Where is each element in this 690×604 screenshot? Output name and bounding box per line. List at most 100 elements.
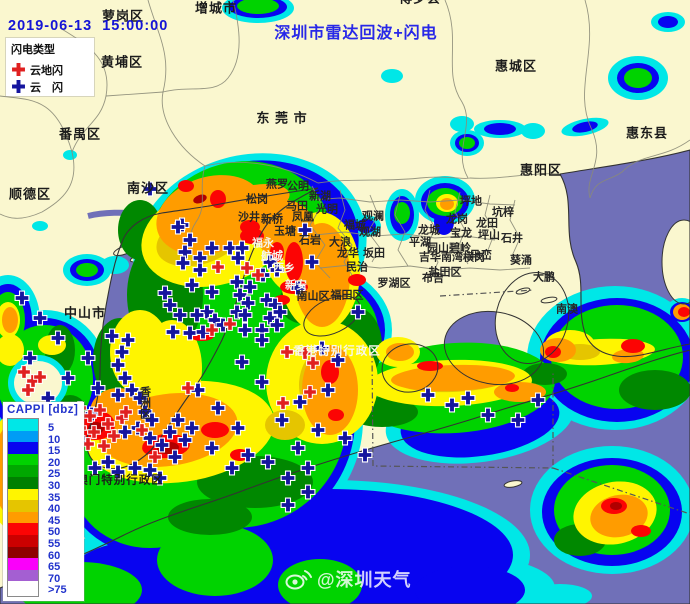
- map-label: 吉华: [419, 251, 441, 264]
- scale-value: 35: [48, 491, 61, 504]
- ic-lightning-marker: [110, 387, 126, 403]
- ic-lightning-marker: [142, 462, 158, 478]
- scale-swatch: [8, 476, 38, 489]
- cg-lightning-marker: [119, 405, 133, 419]
- scale-swatch: [8, 546, 38, 559]
- page-title: 深圳市雷达回波+闪电: [274, 25, 438, 42]
- ic-lightning-marker: [480, 407, 496, 423]
- ic-lightning-marker: [182, 232, 198, 248]
- map-label: 凤凰: [292, 211, 314, 224]
- map-label: 坑梓: [492, 206, 514, 219]
- ic-lightning-marker: [290, 440, 306, 456]
- ic-lightning-marker: [172, 307, 188, 323]
- radar-echo: [201, 422, 229, 438]
- ic-lightning-marker: [162, 424, 178, 440]
- radar-echo: [294, 223, 350, 327]
- cg-lightning-marker: [107, 429, 121, 443]
- ic-lightning-marker: [297, 222, 313, 238]
- district-boundary: [337, 189, 353, 276]
- map-label: 香洲区: [138, 386, 151, 419]
- radar-echo: [484, 123, 516, 135]
- map-label: 沙井: [238, 211, 260, 224]
- ic-lightning-marker: [242, 279, 258, 295]
- district-boundary: [162, 0, 240, 93]
- ic-lightning-marker: [117, 424, 133, 440]
- scale-swatch: [8, 500, 38, 512]
- coastline: [381, 343, 439, 393]
- scale-value: 20: [48, 456, 61, 469]
- map-label: 惠城区: [494, 58, 538, 74]
- map-label: 龙田: [476, 217, 498, 230]
- map-label: 罗湖区: [377, 277, 411, 290]
- map-label: 惠阳区: [519, 162, 563, 178]
- coastline: [443, 310, 545, 386]
- district-boundary: [204, 161, 319, 184]
- ic-lightning-marker: [184, 420, 200, 436]
- scale-swatch: [8, 453, 38, 466]
- cg-lightning-marker: [303, 385, 317, 399]
- cg-lightning-marker: [21, 383, 35, 397]
- radar-echo: [528, 584, 592, 604]
- cg-lightning-marker: [280, 345, 294, 359]
- district-boundary: [394, 194, 409, 267]
- legend-row-intracloud: 云 闪: [11, 78, 94, 95]
- scale-value: 45: [48, 514, 61, 527]
- ic-lightning-marker: [357, 447, 373, 463]
- district-boundary: [444, 0, 469, 179]
- ic-lightning-marker: [162, 297, 178, 313]
- ic-lightning-marker: [254, 374, 270, 390]
- radar-echo: [417, 361, 443, 371]
- cg-lightning-marker: [101, 417, 115, 431]
- ic-lightning-marker: [170, 412, 186, 428]
- coastline: [303, 295, 361, 337]
- district-boundary: [319, 264, 531, 271]
- map-label: 碧岭: [449, 242, 471, 255]
- ic-lightning-marker: [142, 181, 158, 197]
- ic-lightning-marker: [117, 370, 133, 386]
- map-label: 园山: [427, 242, 449, 255]
- map-label: 光明: [316, 203, 338, 216]
- radar-echo: [386, 343, 414, 361]
- district-boundary: [589, 139, 690, 199]
- map-label: 东 莞 市: [256, 110, 308, 126]
- scale-swatches: [7, 418, 39, 597]
- cg-lightning-icon: [11, 62, 26, 77]
- radar-echo: [63, 150, 77, 160]
- scale-swatch: [8, 558, 38, 570]
- cg-lightning-marker: [240, 261, 254, 275]
- radar-echo: [0, 334, 24, 366]
- land-patch: [662, 220, 690, 304]
- scale-value: 15: [48, 445, 61, 458]
- scale-value: 25: [48, 468, 61, 481]
- radar-echo: [168, 499, 252, 535]
- ic-lightning-marker: [204, 240, 220, 256]
- ic-lightning-marker: [152, 470, 168, 486]
- map-label: 平湖: [409, 236, 431, 249]
- scale-body: 5 10 15 20 25 30 35 40 45 50 55 60 65 70 >75: [7, 418, 84, 597]
- radar-echo: [321, 360, 339, 384]
- ic-lightning-marker: [230, 420, 246, 436]
- scale-value: 40: [48, 503, 61, 516]
- map-label: 大鹏: [533, 271, 555, 284]
- hk-dashed-boundary: [552, 467, 690, 515]
- map-label: 石井: [501, 232, 523, 245]
- ic-lightning-marker: [167, 449, 183, 465]
- district-boundary: [317, 173, 561, 184]
- coastline: [661, 219, 690, 305]
- ic-lightning-marker: [254, 332, 270, 348]
- ic-lightning-marker: [510, 412, 526, 428]
- legend-row-cloud-to-ground: 云地闪: [11, 61, 94, 78]
- scale-value: >75: [48, 584, 67, 597]
- radar-echo: [356, 219, 376, 233]
- map-label: 宝龙: [450, 227, 472, 240]
- map-label: 增城市: [194, 0, 238, 16]
- district-boundary: [105, 91, 164, 97]
- ic-lightning-marker: [269, 317, 285, 333]
- lightning-legend-title: 闪电类型: [11, 44, 55, 56]
- map-label: 马峦: [470, 249, 492, 262]
- ic-lightning-marker: [60, 370, 76, 386]
- ic-lightning-marker: [314, 340, 330, 356]
- radar-echo: [237, 0, 279, 14]
- district-boundary: [309, 197, 516, 206]
- map-label: 中山市: [63, 305, 107, 321]
